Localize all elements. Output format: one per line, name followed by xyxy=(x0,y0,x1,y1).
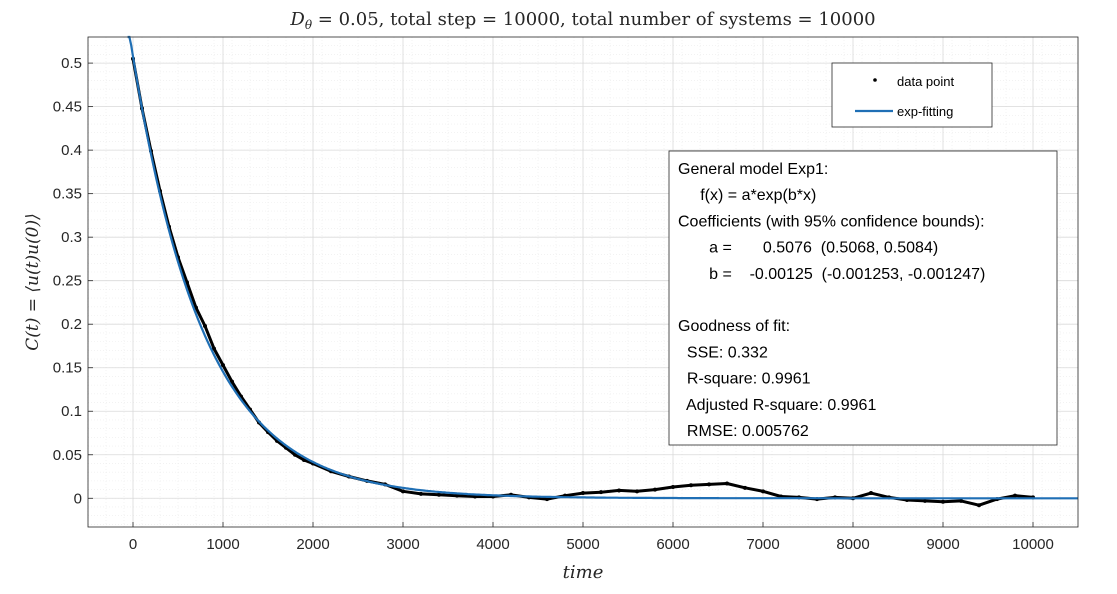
fit-results-line: RMSE: 0.005762 xyxy=(678,423,809,440)
fit-results-line: a = 0.5076 (0.5068, 0.5084) xyxy=(678,240,938,257)
y-tick-label: 0 xyxy=(74,490,82,507)
fit-results-line: f(x) = a*exp(b*x) xyxy=(678,187,816,204)
y-tick-label: 0.05 xyxy=(53,447,82,464)
data-point xyxy=(1013,493,1017,498)
data-point xyxy=(635,489,639,494)
legend-label-data-point: data point xyxy=(897,74,954,89)
x-tick-label: 0 xyxy=(129,536,137,553)
data-point xyxy=(401,489,405,494)
y-tick-label: 0.5 xyxy=(61,55,82,72)
y-tick-label: 0.3 xyxy=(61,229,82,246)
data-point xyxy=(455,493,459,498)
y-axis-ticks: 0 0.05 0.1 0.15 0.2 0.25 0.3 0.35 0.4 0.45 0.5 xyxy=(53,55,93,507)
fit-results-frame xyxy=(668,150,1058,446)
data-point xyxy=(761,489,765,494)
data-point xyxy=(419,491,423,496)
data-point xyxy=(707,482,711,487)
data-point xyxy=(230,379,234,384)
y-tick-label: 0.45 xyxy=(53,99,82,116)
y-tick-label: 0.4 xyxy=(61,142,82,159)
data-point xyxy=(689,483,693,488)
fit-results-lines: General model Exp1: f(x) = a*exp(b*x) Coe… xyxy=(678,161,985,440)
data-point xyxy=(977,503,981,508)
x-tick-label: 6000 xyxy=(656,536,689,553)
data-point xyxy=(959,498,963,503)
x-tick-label: 7000 xyxy=(746,536,779,553)
data-point xyxy=(293,452,297,457)
x-tick-label: 2000 xyxy=(296,536,329,553)
data-point xyxy=(941,499,945,504)
x-tick-label: 1000 xyxy=(206,536,239,553)
y-tick-label: 0.2 xyxy=(61,316,82,333)
x-axis-label: time xyxy=(563,562,604,583)
fit-results-line: b = -0.00125 (-0.001253, -0.001247) xyxy=(678,266,985,283)
fit-results-line: Coefficients (with 95% confidence bounds… xyxy=(678,213,985,230)
data-point xyxy=(221,363,225,368)
y-tick-label: 0.1 xyxy=(61,403,82,420)
x-tick-label: 3000 xyxy=(386,536,419,553)
fit-results-line: SSE: 0.332 xyxy=(678,344,768,361)
legend-label-exp-fitting: exp-fitting xyxy=(897,104,953,119)
fit-results-line: General model Exp1: xyxy=(678,161,828,178)
data-point xyxy=(545,497,549,502)
data-point xyxy=(653,487,657,492)
exp-fitting-line xyxy=(127,35,1078,500)
data-point xyxy=(212,346,216,351)
x-axis-ticks: 0 1000 2000 3000 4000 5000 6000 7000 8000 9000 100… xyxy=(129,522,1054,553)
fit-results-line: R-square: 0.9961 xyxy=(678,371,811,388)
y-tick-label: 0.25 xyxy=(53,273,82,290)
x-tick-label: 5000 xyxy=(566,536,599,553)
chart-title: Dθ = 0.05, total step = 10000, total num… xyxy=(289,9,875,32)
data-point xyxy=(581,491,585,496)
data-point xyxy=(599,490,603,495)
fit-results-line: Goodness of fit: xyxy=(678,318,790,335)
legend-marker-data-point xyxy=(873,78,877,82)
fit-results-box: General model Exp1: f(x) = a*exp(b*x) Coe… xyxy=(668,150,1058,446)
x-tick-label: 9000 xyxy=(926,536,959,553)
x-tick-label: 4000 xyxy=(476,536,509,553)
y-axis-label: C(t) = ⟨u(t)u(0)⟩ xyxy=(23,213,43,351)
data-point xyxy=(725,481,729,486)
y-tick-label: 0.15 xyxy=(53,360,82,377)
data-point xyxy=(743,485,747,490)
x-tick-label: 8000 xyxy=(836,536,869,553)
x-tick-label: 10000 xyxy=(1012,536,1054,553)
legend: data point exp-fitting xyxy=(831,62,993,128)
legend-box xyxy=(831,62,993,128)
data-point xyxy=(869,491,873,496)
y-tick-label: 0.35 xyxy=(53,186,82,203)
data-point xyxy=(923,498,927,503)
data-point xyxy=(617,488,621,493)
data-point xyxy=(203,323,207,328)
data-point xyxy=(437,492,441,497)
data-point xyxy=(671,484,675,489)
fit-results-line: Adjusted R-square: 0.9961 xyxy=(678,397,876,414)
